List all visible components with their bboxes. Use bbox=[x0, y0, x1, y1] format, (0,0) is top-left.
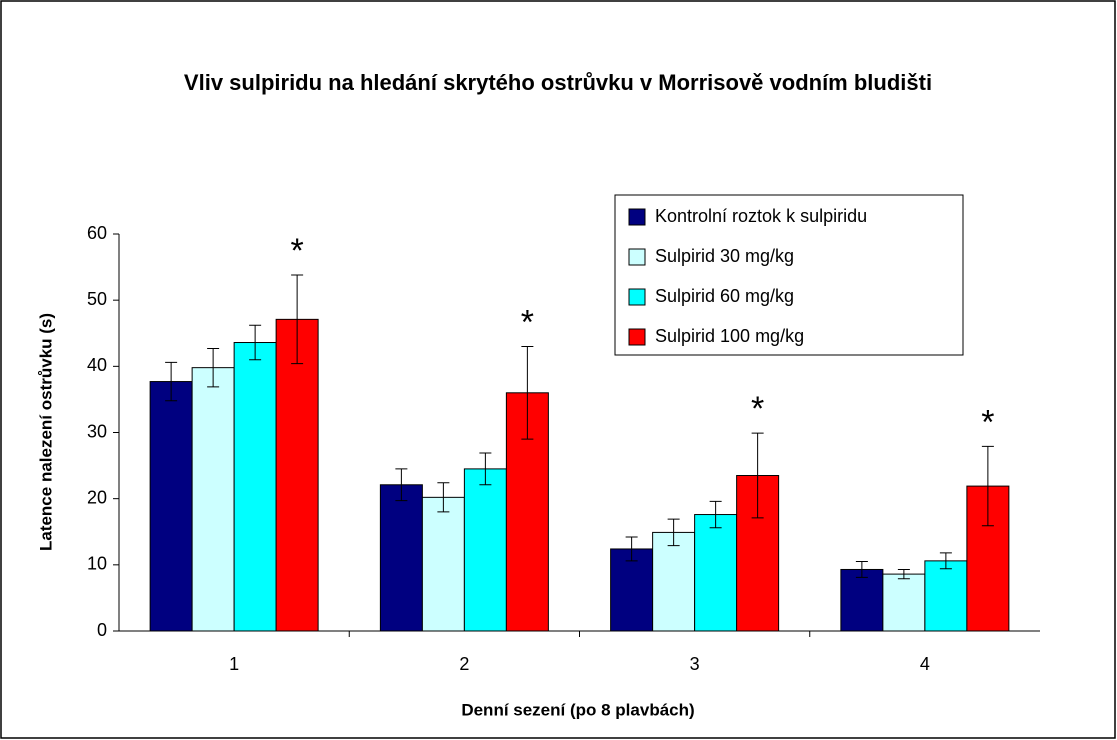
bar bbox=[924, 560, 968, 632]
error-bar bbox=[207, 347, 220, 388]
y-axis-label: Latence nalezení ostrůvku (s) bbox=[36, 313, 55, 551]
error-bar bbox=[625, 536, 638, 562]
error-bar bbox=[751, 432, 764, 519]
error-bar bbox=[981, 445, 994, 527]
bar bbox=[233, 342, 277, 632]
y-tick-label: 50 bbox=[87, 289, 107, 309]
error-bar bbox=[291, 274, 304, 365]
legend-box bbox=[614, 194, 964, 356]
legend-label: Sulpirid 100 mg/kg bbox=[655, 326, 804, 346]
legend-label: Sulpirid 60 mg/kg bbox=[655, 286, 794, 306]
error-bar bbox=[249, 324, 262, 361]
bar bbox=[421, 496, 465, 632]
error-bar bbox=[709, 500, 722, 529]
error-bar bbox=[939, 552, 952, 570]
legend-swatch bbox=[628, 288, 646, 306]
annotation: * bbox=[521, 303, 534, 341]
y-tick-label: 0 bbox=[97, 620, 107, 640]
legend-label: Kontrolní roztok k sulpiridu bbox=[655, 206, 867, 226]
bar bbox=[652, 531, 696, 632]
y-tick-label: 40 bbox=[87, 355, 107, 375]
error-bar bbox=[437, 482, 450, 513]
bar bbox=[610, 548, 654, 632]
bar bbox=[275, 318, 319, 632]
x-tick-label: 1 bbox=[229, 654, 239, 674]
chart-title: Vliv sulpiridu na hledání skrytého ostrů… bbox=[183, 70, 933, 95]
error-bar bbox=[521, 345, 534, 440]
y-tick-label: 10 bbox=[87, 554, 107, 574]
bar bbox=[694, 514, 738, 632]
legend-swatch bbox=[628, 208, 646, 226]
bar bbox=[882, 573, 926, 632]
bar bbox=[149, 381, 193, 632]
bar bbox=[379, 484, 423, 632]
x-tick-label: 4 bbox=[920, 654, 930, 674]
annotation: * bbox=[751, 390, 764, 428]
annotation: * bbox=[981, 403, 994, 441]
legend-label: Sulpirid 30 mg/kg bbox=[655, 246, 794, 266]
error-bar bbox=[855, 561, 868, 578]
annotation: * bbox=[291, 232, 304, 270]
error-bar bbox=[395, 468, 408, 502]
y-tick-label: 20 bbox=[87, 487, 107, 507]
x-tick-label: 3 bbox=[690, 654, 700, 674]
bar bbox=[840, 568, 884, 632]
bar bbox=[463, 468, 507, 632]
error-bar bbox=[897, 568, 910, 580]
error-bar bbox=[165, 361, 178, 402]
legend-swatch bbox=[628, 248, 646, 266]
error-bar bbox=[479, 452, 492, 486]
legend-swatch bbox=[628, 328, 646, 346]
bar bbox=[191, 367, 235, 632]
x-axis-label: Denní sezení (po 8 plavbách) bbox=[461, 700, 694, 719]
error-bar bbox=[667, 518, 680, 547]
x-tick-label: 2 bbox=[459, 654, 469, 674]
y-tick-label: 30 bbox=[87, 421, 107, 441]
y-tick-label: 60 bbox=[87, 223, 107, 243]
